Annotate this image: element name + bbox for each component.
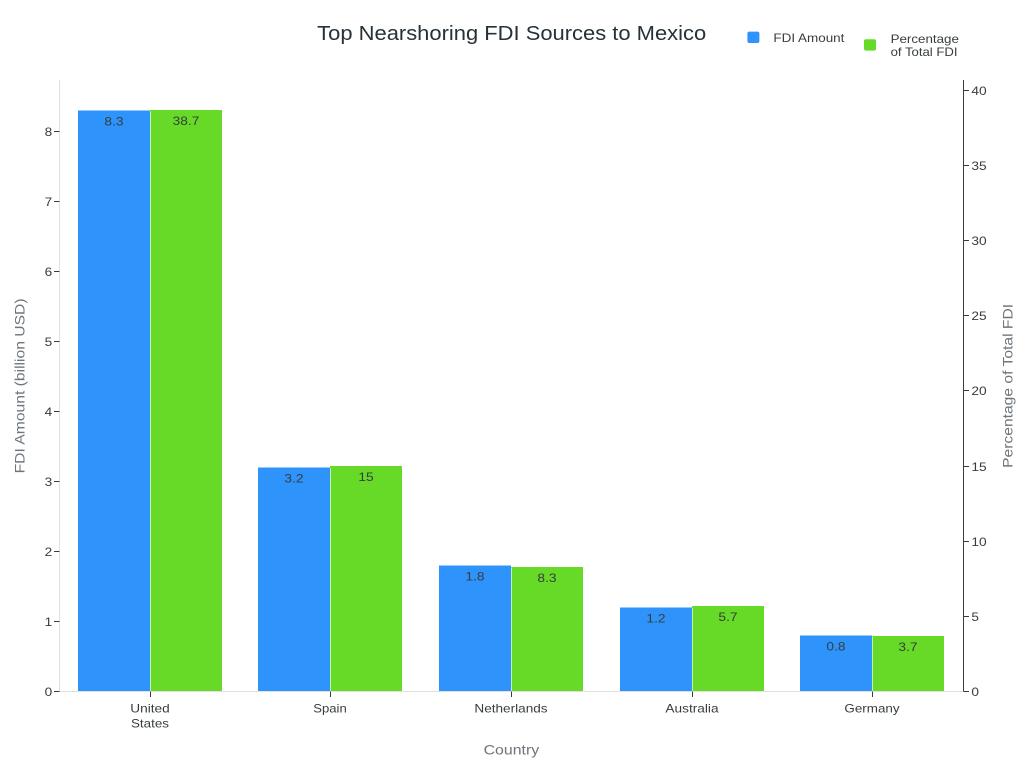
svg-text:7: 7 [45,195,53,209]
svg-text:1: 1 [45,615,53,629]
svg-text:0.8: 0.8 [826,640,845,654]
svg-text:1.2: 1.2 [646,612,665,626]
svg-text:0: 0 [971,685,979,699]
svg-text:3.7: 3.7 [898,640,917,654]
svg-text:Country: Country [484,742,540,758]
svg-text:Percentage of Total FDI: Percentage of Total FDI [999,304,1015,468]
svg-text:35: 35 [971,159,987,173]
svg-text:3.2: 3.2 [284,472,303,486]
svg-text:5: 5 [45,335,53,349]
svg-text:Top Nearshoring FDI Sources to: Top Nearshoring FDI Sources to Mexico [317,23,706,45]
svg-text:15: 15 [971,460,987,474]
svg-text:8.3: 8.3 [104,115,123,129]
svg-text:Spain: Spain [313,702,347,716]
svg-text:2: 2 [45,545,53,559]
svg-text:of Total FDI: of Total FDI [891,45,958,59]
svg-text:20: 20 [971,384,987,398]
svg-text:38.7: 38.7 [173,114,200,128]
svg-text:Germany: Germany [844,702,899,716]
svg-text:FDI Amount: FDI Amount [773,31,845,45]
svg-text:40: 40 [971,84,987,98]
svg-text:25: 25 [971,309,987,323]
svg-text:FDI Amount (billion USD): FDI Amount (billion USD) [12,298,28,473]
svg-text:30: 30 [971,234,987,248]
svg-text:15: 15 [358,470,374,484]
svg-text:10: 10 [971,535,987,549]
svg-text:8.3: 8.3 [537,571,556,585]
svg-text:5: 5 [971,610,979,624]
svg-text:8: 8 [45,125,53,139]
svg-text:6: 6 [45,265,53,279]
svg-text:3: 3 [45,475,53,489]
svg-text:4: 4 [45,405,53,419]
svg-text:5.7: 5.7 [718,610,737,624]
svg-text:Percentage: Percentage [891,32,960,46]
svg-text:0: 0 [45,685,53,699]
svg-text:1.8: 1.8 [465,570,484,584]
svg-text:Netherlands: Netherlands [474,702,547,716]
svg-text:Australia: Australia [665,702,718,716]
svg-text:United: United [130,702,169,716]
svg-text:States: States [131,716,169,730]
